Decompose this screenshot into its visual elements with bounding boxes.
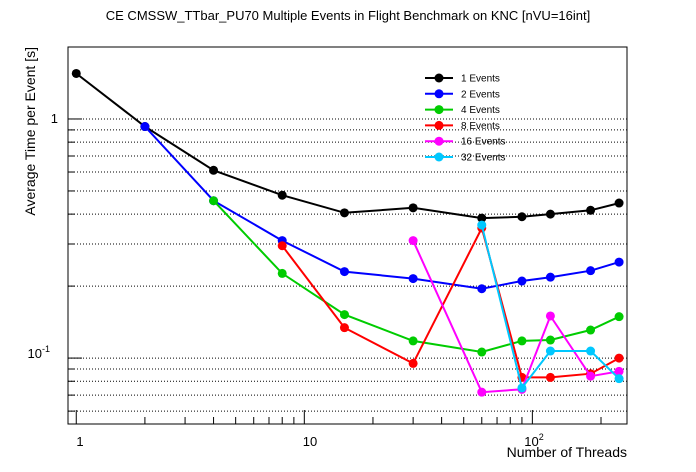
data-point-1-events	[545, 209, 555, 219]
legend-label: 1 Events	[461, 74, 500, 85]
data-point-1-events	[277, 190, 287, 200]
data-point-8-events	[545, 372, 555, 382]
data-point-1-events	[209, 165, 219, 175]
y-axis-title: Average Time per Event [s]	[22, 47, 38, 216]
data-point-4-events	[586, 325, 596, 335]
data-point-2-events	[140, 122, 150, 132]
legend: 1 Events 2 Events 4 Events 8 Events 16 Event…	[425, 73, 505, 164]
data-point-4-events	[545, 335, 555, 345]
data-point-32-events	[614, 374, 624, 384]
data-point-4-events	[517, 336, 527, 346]
chart-title: CE CMSSW_TTbar_PU70 Multiple Events in F…	[106, 8, 590, 23]
legend-item-8-events: 8 Events	[425, 121, 500, 132]
data-point-16-events	[614, 366, 624, 376]
y-tick-label-1: 1	[51, 111, 58, 126]
axis-ticks	[68, 118, 602, 424]
x-tick-label-1: 1	[76, 434, 83, 449]
data-point-8-events	[614, 353, 624, 363]
legend-swatch-marker	[434, 105, 444, 115]
plot-frame	[67, 46, 628, 425]
legend-item-16-events: 16 Events	[425, 136, 505, 148]
data-point-8-events	[408, 358, 418, 368]
legend-swatch-marker	[434, 136, 444, 146]
data-point-16-events	[477, 387, 487, 397]
svg-text:1: 1	[51, 111, 58, 126]
series-16-events	[408, 236, 624, 397]
series-line-2-events	[144, 125, 620, 290]
legend-item-1-events: 1 Events	[425, 73, 500, 85]
data-point-4-events	[209, 196, 219, 206]
legend-label: 8 Events	[461, 121, 500, 132]
data-point-32-events	[517, 383, 527, 393]
data-point-2-events	[586, 266, 596, 276]
series-32-events	[477, 220, 624, 393]
series-line-32-events	[480, 224, 620, 391]
data-point-1-events	[408, 203, 418, 213]
legend-label: 32 Events	[461, 153, 505, 164]
legend-item-32-events: 32 Events	[425, 152, 505, 164]
data-point-1-events	[614, 198, 624, 208]
series-line-1-events	[75, 72, 620, 220]
y-tick-label-0.1: 10-1	[28, 344, 50, 361]
data-point-32-events	[477, 220, 487, 230]
data-point-2-events	[477, 284, 487, 294]
series-4-events	[209, 196, 624, 357]
data-point-4-events	[277, 268, 287, 278]
data-point-4-events	[614, 312, 624, 322]
data-point-16-events	[586, 371, 596, 381]
data-point-2-events	[408, 274, 418, 284]
data-point-16-events	[408, 236, 418, 246]
data-point-16-events	[545, 311, 555, 321]
data-point-32-events	[545, 346, 555, 356]
data-point-2-events	[339, 267, 349, 277]
data-point-2-events	[517, 276, 527, 286]
x-axis-title: Number of Threads	[507, 444, 627, 460]
svg-text:1: 1	[76, 434, 83, 449]
data-point-1-events	[586, 205, 596, 215]
legend-swatch-marker	[434, 89, 444, 99]
data-point-2-events	[545, 272, 555, 282]
data-point-4-events	[408, 336, 418, 346]
legend-label: 2 Events	[461, 89, 500, 100]
data-point-1-events	[477, 213, 487, 223]
series-line-8-events	[281, 225, 620, 379]
legend-label: 4 Events	[461, 105, 500, 116]
data-point-8-events	[277, 241, 287, 251]
data-point-4-events	[339, 310, 349, 320]
series-2-events	[140, 122, 624, 294]
series-line-16-events	[412, 240, 620, 394]
legend-swatch-marker	[434, 152, 444, 162]
legend-swatch-marker	[434, 73, 444, 83]
legend-item-4-events: 4 Events	[425, 105, 500, 116]
x-tick-label-10: 10	[303, 434, 317, 449]
data-point-2-events	[614, 257, 624, 267]
data-point-4-events	[477, 347, 487, 357]
data-point-32-events	[586, 346, 596, 356]
svg-text:10-1: 10-1	[28, 344, 50, 361]
series-layer	[71, 68, 624, 397]
data-point-8-events	[339, 323, 349, 333]
svg-text:10: 10	[303, 434, 317, 449]
series-1-events	[71, 68, 624, 223]
legend-label: 16 Events	[461, 137, 505, 148]
legend-item-2-events: 2 Events	[425, 89, 500, 100]
data-point-1-events	[71, 68, 81, 78]
data-point-1-events	[339, 208, 349, 218]
grid-lines	[68, 118, 627, 412]
legend-swatch-marker	[434, 120, 444, 130]
data-point-1-events	[517, 212, 527, 222]
